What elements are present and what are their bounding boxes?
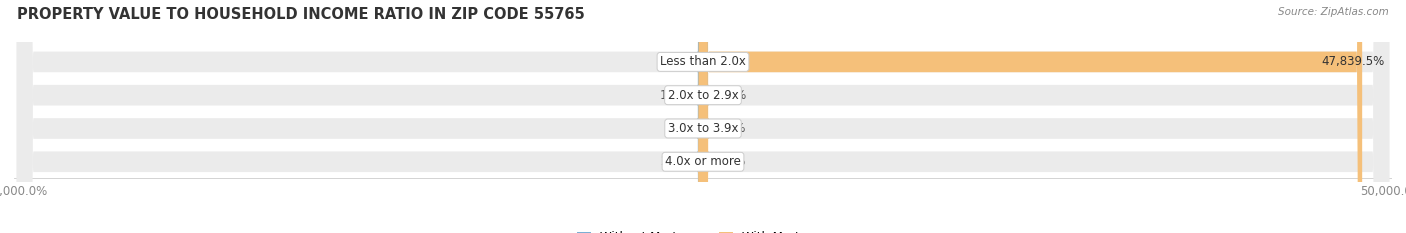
Text: 16.1%: 16.1% <box>709 155 747 168</box>
Text: 26.8%: 26.8% <box>659 155 697 168</box>
Text: Source: ZipAtlas.com: Source: ZipAtlas.com <box>1278 7 1389 17</box>
FancyBboxPatch shape <box>699 0 709 233</box>
FancyBboxPatch shape <box>17 0 1389 233</box>
FancyBboxPatch shape <box>17 0 1389 233</box>
Text: 49.0%: 49.0% <box>659 55 697 69</box>
FancyBboxPatch shape <box>697 0 709 233</box>
Text: 12.4%: 12.4% <box>709 122 747 135</box>
FancyBboxPatch shape <box>697 0 709 233</box>
Text: 3.0x to 3.9x: 3.0x to 3.9x <box>668 122 738 135</box>
Text: 4.0x or more: 4.0x or more <box>665 155 741 168</box>
FancyBboxPatch shape <box>697 0 709 233</box>
Text: 51.9%: 51.9% <box>709 89 747 102</box>
Text: 14.4%: 14.4% <box>659 89 697 102</box>
Text: 9.8%: 9.8% <box>668 122 697 135</box>
Text: 2.0x to 2.9x: 2.0x to 2.9x <box>668 89 738 102</box>
Text: Less than 2.0x: Less than 2.0x <box>659 55 747 69</box>
FancyBboxPatch shape <box>703 0 1362 233</box>
FancyBboxPatch shape <box>697 0 707 233</box>
Legend: Without Mortgage, With Mortgage: Without Mortgage, With Mortgage <box>572 226 834 233</box>
FancyBboxPatch shape <box>697 0 709 233</box>
FancyBboxPatch shape <box>697 0 709 233</box>
Text: PROPERTY VALUE TO HOUSEHOLD INCOME RATIO IN ZIP CODE 55765: PROPERTY VALUE TO HOUSEHOLD INCOME RATIO… <box>17 7 585 22</box>
FancyBboxPatch shape <box>17 0 1389 233</box>
Text: 47,839.5%: 47,839.5% <box>1322 55 1385 69</box>
FancyBboxPatch shape <box>17 0 1389 233</box>
